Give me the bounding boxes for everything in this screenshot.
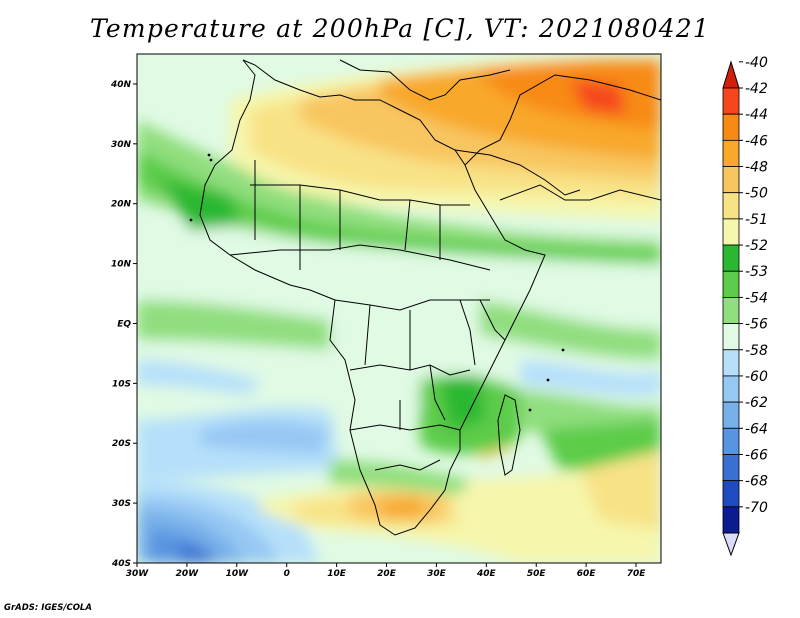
colorbar-label: -53	[745, 264, 768, 280]
lat-tick-label: 30N	[111, 140, 132, 150]
lon-tick-label: 20W	[176, 569, 200, 579]
colorbar-label: -42	[745, 81, 768, 97]
colorbar-top-arrow	[722, 60, 740, 89]
colorbar-swatch	[722, 323, 740, 351]
colorbar-label: -44	[745, 107, 768, 123]
colorbar-swatch	[722, 166, 740, 194]
colorbar-swatch	[722, 349, 740, 377]
colorbar-label: -66	[745, 447, 768, 463]
lat-tick-label: 10N	[111, 260, 132, 270]
lat-tick-label: EQ	[117, 319, 131, 329]
lat-tick-label: 10S	[112, 379, 131, 389]
lon-tick-label: 10W	[226, 569, 250, 579]
lon-tick-label: 20E	[377, 569, 397, 579]
colorbar-swatch	[722, 480, 740, 508]
colorbar-label: -70	[745, 500, 768, 516]
lat-tick-label: 40S	[111, 559, 131, 569]
lon-tick-label: 10E	[327, 569, 347, 579]
colorbar-swatch	[722, 270, 740, 298]
colorbar-label: -40	[745, 55, 768, 71]
colorbar: -40 -42 -44 -46 -48 -50 -51 -52 -53 -54 -56 -58 -60 -…	[722, 55, 768, 557]
lon-tick-label: 30E	[427, 569, 447, 579]
colorbar-label: -68	[745, 474, 768, 490]
colorbar-label: -50	[745, 186, 768, 202]
colorbar-swatch	[722, 375, 740, 403]
colorbar-swatch	[722, 139, 740, 167]
colorbar-swatch	[722, 218, 740, 246]
colorbar-swatch	[722, 244, 740, 272]
colorbar-label: -64	[745, 421, 768, 437]
colorbar-swatch	[722, 401, 740, 429]
lon-tick-label: 40E	[476, 569, 497, 579]
map-title: Temperature at 200hPa [C], VT: 202108042…	[90, 14, 710, 43]
lon-tick-label: 60E	[577, 569, 597, 579]
colorbar-swatch	[722, 192, 740, 220]
coastlines	[199, 59, 661, 536]
colorbar-swatch	[722, 87, 740, 115]
colorbar-label: -62	[745, 395, 768, 411]
colorbar-label: -60	[745, 369, 768, 385]
axis-ticks: 30W 20W 10W 0 10E 20E 30E 40E 50E 60E 70E 40N 30N 20N…	[110, 80, 646, 579]
colorbar-label: -56	[745, 317, 768, 333]
lon-tick-label: 30W	[126, 569, 150, 579]
grads-credit: GrADS: IGES/COLA	[4, 603, 92, 613]
colorbar-label: -46	[745, 133, 768, 149]
colorbar-swatch	[722, 427, 740, 455]
colorbar-label: -52	[745, 238, 768, 254]
colorbar-swatch	[722, 297, 740, 324]
colorbar-label: -54	[745, 290, 768, 306]
lat-tick-label: 30S	[112, 499, 131, 509]
colorbar-swatch	[722, 506, 740, 534]
colorbar-bottom-arrow	[722, 532, 740, 557]
temperature-field	[137, 54, 661, 563]
lat-tick-label: 20S	[112, 439, 131, 449]
lon-tick-label: 70E	[627, 569, 647, 579]
islands	[189, 153, 565, 412]
colorbar-swatch	[722, 454, 740, 482]
colorbar-label: -51	[745, 212, 768, 228]
lat-tick-label: 20N	[111, 200, 132, 210]
lon-tick-label: 50E	[527, 569, 547, 579]
lat-tick-label: 40N	[110, 80, 132, 90]
plot-frame	[136, 53, 662, 564]
colorbar-label: -58	[745, 343, 768, 359]
lon-tick-label: 0	[284, 569, 290, 579]
colorbar-swatch	[722, 113, 740, 141]
colorbar-label: -48	[745, 160, 768, 176]
